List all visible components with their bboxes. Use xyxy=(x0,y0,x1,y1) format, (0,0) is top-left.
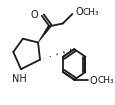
Text: CH₃: CH₃ xyxy=(96,76,113,85)
Text: NH: NH xyxy=(12,74,26,84)
Text: O: O xyxy=(75,7,82,17)
Text: O: O xyxy=(89,76,96,86)
Text: O: O xyxy=(30,10,38,20)
Text: CH₃: CH₃ xyxy=(82,8,99,16)
Polygon shape xyxy=(38,26,50,43)
